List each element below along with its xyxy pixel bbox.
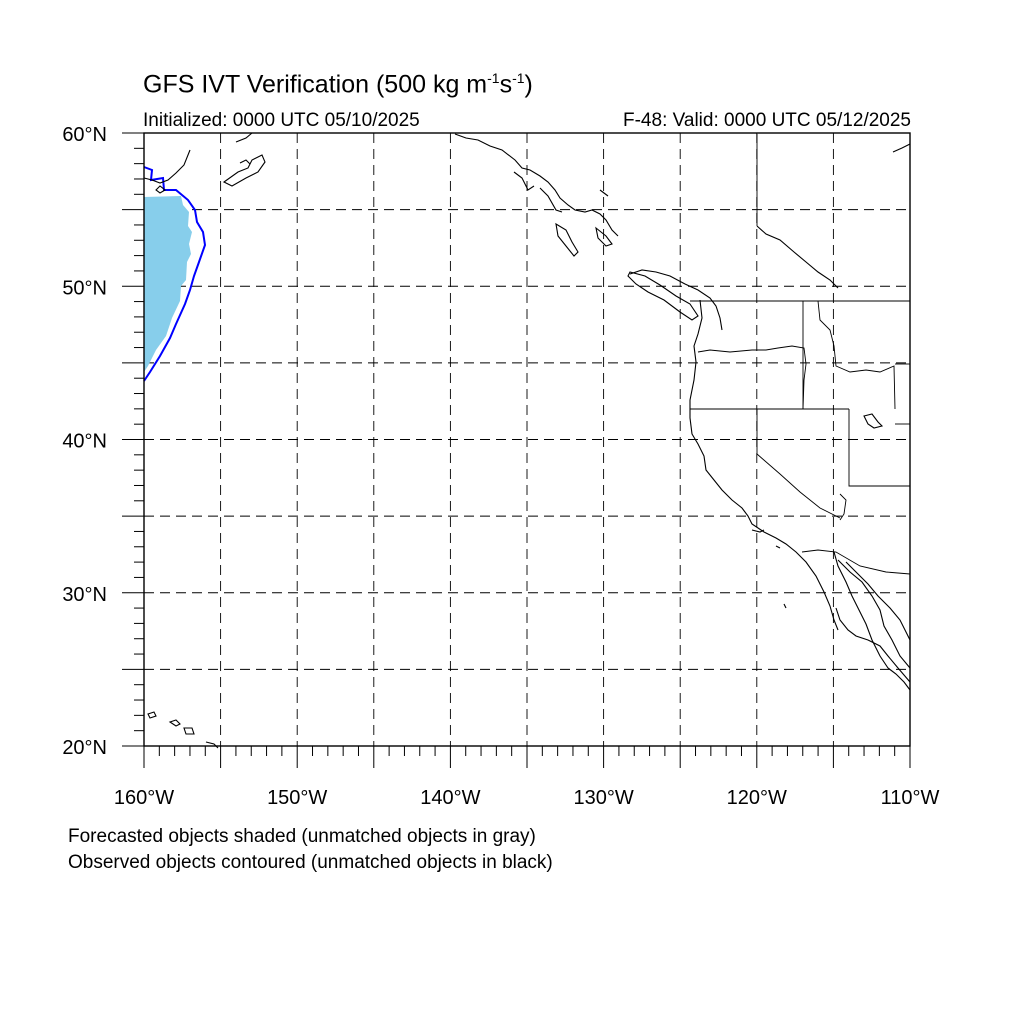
observed-object — [143, 166, 207, 382]
observed-legend-note: Observed objects contoured (unmatched ob… — [68, 852, 553, 873]
longitude-label: 140°W — [420, 787, 480, 809]
latitude-labels: 60°N 50°N 40°N 30°N 20°N — [62, 124, 107, 759]
map-frame — [143, 132, 911, 747]
latitude-label: 40°N — [62, 431, 107, 453]
latitude-label: 30°N — [62, 584, 107, 606]
chart-title: GFS IVT Verification (500 kg m-1s-1) — [143, 70, 533, 99]
borders — [690, 134, 911, 575]
initialized-time: Initialized: 0000 UTC 05/10/2025 — [143, 110, 420, 131]
longitude-labels: 160°W 150°W 140°W 130°W 120°W 110°W — [114, 787, 940, 809]
longitude-label: 110°W — [881, 787, 940, 809]
forecast-legend-note: Forecasted objects shaded (unmatched obj… — [68, 826, 536, 847]
longitude-label: 120°W — [727, 787, 787, 809]
latitude-label: 20°N — [62, 737, 107, 759]
longitude-label: 160°W — [114, 787, 174, 809]
forecast-object — [144, 196, 192, 372]
latitude-label: 50°N — [62, 277, 107, 299]
graticule — [144, 133, 910, 746]
latitude-label: 60°N — [62, 124, 107, 146]
axis-ticks — [122, 132, 911, 768]
longitude-label: 150°W — [267, 787, 327, 809]
valid-time: F-48: Valid: 0000 UTC 05/12/2025 — [623, 110, 911, 131]
longitude-label: 130°W — [573, 787, 633, 809]
